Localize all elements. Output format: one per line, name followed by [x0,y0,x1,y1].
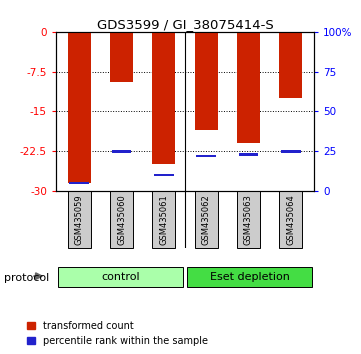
Bar [279,32,303,98]
Text: GSM435061: GSM435061 [159,194,168,245]
Bar [196,155,216,157]
Bar [281,150,301,153]
FancyBboxPatch shape [68,191,91,248]
Bar [110,32,133,82]
FancyBboxPatch shape [237,191,260,248]
Bar [237,32,260,143]
Text: GSM435060: GSM435060 [117,194,126,245]
Legend: transformed count, percentile rank within the sample: transformed count, percentile rank withi… [26,321,208,346]
Bar [154,174,174,176]
FancyBboxPatch shape [279,191,303,248]
FancyBboxPatch shape [152,191,175,248]
Text: Eset depletion: Eset depletion [210,272,290,282]
Bar [195,32,218,130]
Bar [152,32,175,165]
Title: GDS3599 / GI_38075414-S: GDS3599 / GI_38075414-S [97,18,273,31]
Text: GSM435059: GSM435059 [75,194,84,245]
Bar [112,150,131,153]
Bar [68,32,91,183]
FancyBboxPatch shape [187,267,312,287]
Text: GSM435063: GSM435063 [244,194,253,245]
Text: GSM435062: GSM435062 [202,194,211,245]
Text: control: control [101,272,140,282]
Text: GSM435064: GSM435064 [286,194,295,245]
FancyBboxPatch shape [58,267,183,287]
Text: protocol: protocol [4,273,49,283]
Bar [69,182,89,184]
FancyBboxPatch shape [110,191,133,248]
Bar [239,153,258,156]
FancyBboxPatch shape [195,191,218,248]
